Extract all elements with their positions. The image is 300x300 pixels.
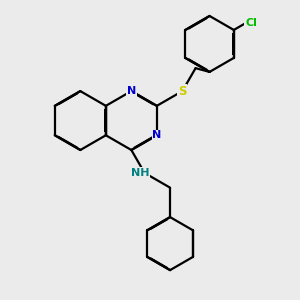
Text: N: N [152,130,161,140]
Text: S: S [178,85,187,98]
Text: NH: NH [131,168,149,178]
Text: Cl: Cl [245,18,257,28]
Text: N: N [127,86,136,96]
